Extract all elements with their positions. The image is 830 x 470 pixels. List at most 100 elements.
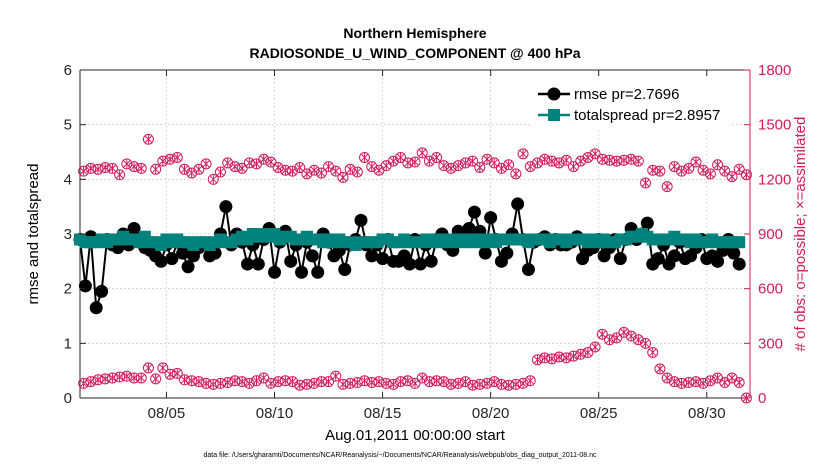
obs-point-lower-63: [531, 354, 543, 366]
obs-point-upper-87: [704, 168, 716, 180]
obs-possible-marker: [222, 157, 234, 169]
rmse-point: [127, 222, 141, 236]
obs-point-lower-8: [135, 372, 147, 384]
obs-possible-marker: [676, 377, 688, 389]
obs-possible-marker: [344, 377, 356, 389]
obs-point-upper-30: [294, 161, 306, 173]
obs-possible-marker: [503, 379, 515, 391]
obs-possible-marker: [171, 367, 183, 379]
y-axis-label-right: # of obs: o=possible; ×=assimilated: [792, 117, 809, 352]
obs-point-lower-11: [157, 362, 169, 374]
obs-possible-marker: [524, 375, 536, 387]
rmse-point: [403, 257, 417, 271]
obs-possible-marker: [431, 151, 443, 163]
obs-point-upper-54: [467, 155, 479, 167]
y-tick-label-right-6: 1800: [758, 62, 791, 79]
obs-possible-marker: [395, 151, 407, 163]
obs-possible-marker: [618, 326, 630, 338]
y-tick-label-left-2: 2: [64, 281, 72, 298]
obs-possible-marker: [337, 378, 349, 390]
obs-possible-marker: [178, 374, 190, 386]
obs-point-upper-39: [359, 151, 371, 163]
obs-point-lower-68: [567, 350, 579, 362]
y-tick-label-right-1: 300: [758, 335, 783, 352]
obs-possible-marker: [510, 168, 522, 180]
obs-possible-marker: [287, 165, 299, 177]
y-axis-label-left: rmse and totalspread: [25, 164, 42, 305]
obs-possible-marker: [618, 154, 630, 166]
rmse-point: [424, 254, 438, 268]
obs-point-upper-8: [135, 162, 147, 174]
x-tick-label-0: 08/05: [148, 405, 186, 422]
obs-possible-marker: [114, 169, 126, 181]
obs-possible-marker: [150, 163, 162, 175]
obs-possible-marker: [495, 378, 507, 390]
obs-possible-marker: [99, 373, 111, 385]
obs-point-upper-9: [142, 133, 154, 145]
obs-possible-marker: [200, 377, 212, 389]
obs-point-lower-89: [719, 377, 731, 389]
obs-possible-marker: [560, 154, 572, 166]
obs-possible-marker: [632, 334, 644, 346]
legend-rmse-label: rmse pr=2.7696: [574, 86, 679, 103]
rmse-point: [613, 252, 627, 266]
rmse-point: [500, 246, 514, 260]
obs-point-lower-52: [452, 377, 464, 389]
obs-possible-marker: [503, 159, 515, 171]
obs-possible-marker: [467, 155, 479, 167]
rmse-point: [462, 222, 476, 236]
obs-possible-marker: [287, 376, 299, 388]
obs-point-lower-29: [287, 376, 299, 388]
obs-point-upper-5: [114, 169, 126, 181]
obs-point-lower-13: [171, 367, 183, 379]
obs-point-upper-2: [92, 163, 104, 175]
legend-spread-marker: [548, 109, 560, 121]
rmse-point: [651, 252, 665, 266]
obs-possible-marker: [229, 375, 241, 387]
legend-box: [530, 78, 730, 128]
obs-possible-marker: [733, 377, 745, 389]
x-tick-label-3: 08/20: [472, 405, 510, 422]
obs-possible-marker: [279, 164, 291, 176]
obs-possible-marker: [654, 165, 666, 177]
rmse-point: [521, 263, 535, 277]
obs-possible-marker: [150, 373, 162, 385]
rmse-point: [78, 279, 92, 293]
obs-point-upper-65: [546, 155, 558, 167]
obs-possible-marker: [423, 376, 435, 388]
rmse-point: [667, 249, 681, 263]
obs-possible-marker: [632, 155, 644, 167]
obs-possible-marker: [85, 162, 97, 174]
obs-possible-marker: [582, 346, 594, 358]
obs-possible-marker: [495, 162, 507, 174]
obs-point-upper-89: [719, 165, 731, 177]
obs-possible-marker: [301, 168, 313, 180]
spread-layer: [74, 228, 746, 251]
obs-possible-marker: [611, 332, 623, 344]
obs-point-upper-22: [236, 162, 248, 174]
obs-point-upper-31: [301, 168, 313, 180]
obs-layer: [78, 133, 752, 404]
obs-possible-marker: [567, 161, 579, 173]
rmse-point: [365, 249, 379, 263]
obs-possible-marker: [200, 158, 212, 170]
obs-possible-marker: [474, 161, 486, 173]
obs-point-upper-70: [582, 151, 594, 163]
obs-point-upper-91: [733, 163, 745, 175]
obs-possible-marker: [330, 165, 342, 177]
obs-possible-marker: [243, 157, 255, 169]
obs-possible-marker: [279, 375, 291, 387]
y-tick-label-left-0: 0: [64, 390, 72, 407]
obs-possible-marker: [589, 148, 601, 160]
rmse-point: [181, 260, 195, 274]
y-tick-label-left-4: 4: [64, 171, 72, 188]
obs-possible-marker: [366, 377, 378, 389]
obs-point-lower-80: [654, 363, 666, 375]
obs-possible-marker: [589, 341, 601, 353]
y-tick-label-left-6: 6: [64, 62, 72, 79]
obs-point-lower-41: [373, 376, 385, 388]
obs-point-lower-16: [193, 376, 205, 388]
obs-point-lower-32: [308, 377, 320, 389]
obs-possible-marker: [704, 168, 716, 180]
